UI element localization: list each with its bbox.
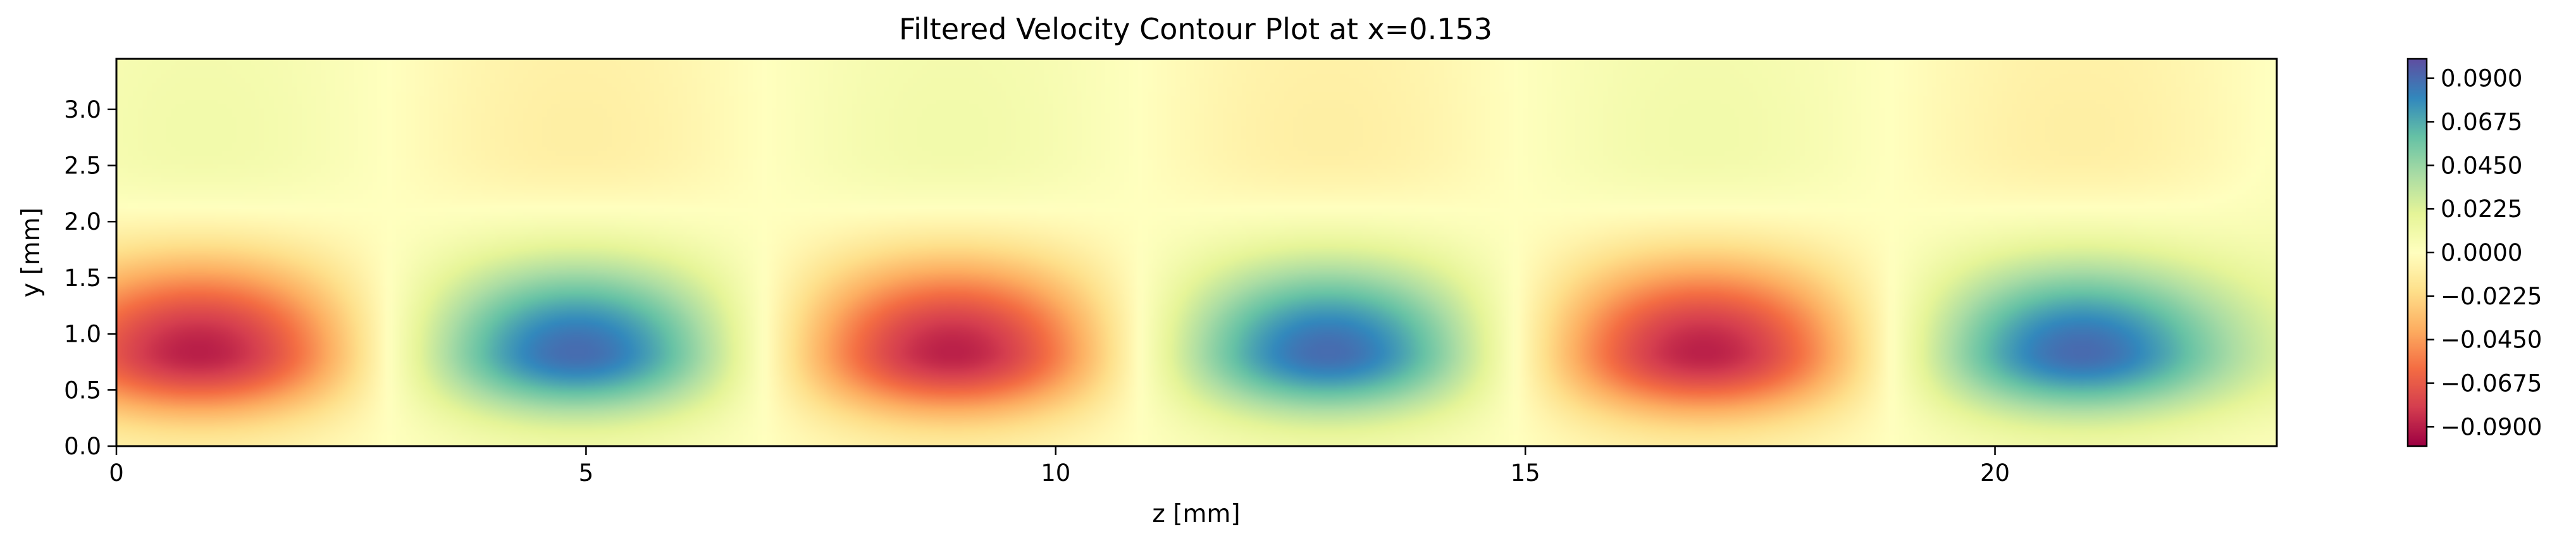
colorbar-tick-label: 0.0900 [2441,65,2522,92]
y-axis: 0.0 0.5 1.0 1.5 2.0 2.5 3.0 [64,96,116,460]
x-tick-label: 20 [1980,459,2010,487]
x-axis-label: z [mm] [1152,500,1240,528]
colorbar-tick-label: −0.0225 [2441,283,2542,310]
colorbar-ticks: 0.0900 0.0675 0.0450 0.0225 0.0000 −0.0225 −0.… [2427,65,2542,440]
colorbar: 0.0900 0.0675 0.0450 0.0225 0.0000 −0.0225 −0.… [2406,58,2542,447]
colorbar-tick-label: 0.0225 [2441,196,2522,223]
y-tick-label: 0.0 [64,433,101,460]
colorbar-gradient [2408,59,2427,446]
colorbar-tick-label: −0.0900 [2441,413,2542,440]
x-tick-label: 10 [1041,459,1070,487]
x-tick-label: 15 [1511,459,1540,487]
y-tick-label: 2.0 [64,208,101,235]
y-tick-label: 3.0 [64,96,101,123]
colorbar-tick-label: 0.0675 [2441,108,2522,135]
x-axis: 0 5 10 15 20 [109,446,2010,487]
plot-area [115,58,2278,447]
y-axis-label: y [mm] [17,208,46,297]
colorbar-tick-label: 0.0000 [2441,239,2522,266]
colorbar-tick-label: −0.0675 [2441,370,2542,397]
colorbar-tick-label: −0.0450 [2441,327,2542,354]
y-tick-label: 1.0 [64,321,101,348]
x-tick-label: 0 [109,459,124,487]
y-tick-label: 2.5 [64,153,101,180]
colorbar-tick-label: 0.0450 [2441,152,2522,179]
chart-title: Filtered Velocity Contour Plot at x=0.15… [899,12,1492,46]
plot-frame [115,58,2278,447]
y-tick-label: 0.5 [64,377,101,404]
heatmap-field [116,59,2277,446]
x-tick-label: 5 [579,459,594,487]
y-tick-label: 1.5 [64,265,101,292]
